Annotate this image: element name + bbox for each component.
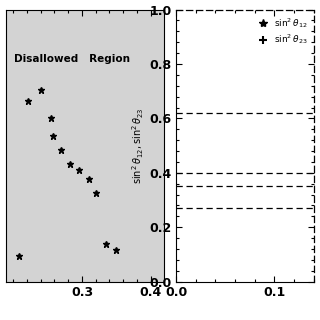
Y-axis label: $\sin^2\theta_{12},\sin^2\theta_{23}$: $\sin^2\theta_{12},\sin^2\theta_{23}$ [131, 107, 146, 184]
Text: Disallowed   Region: Disallowed Region [14, 53, 130, 64]
Legend: $\sin^2\theta_{12}$, $\sin^2\theta_{23}$: $\sin^2\theta_{12}$, $\sin^2\theta_{23}$ [252, 14, 309, 48]
